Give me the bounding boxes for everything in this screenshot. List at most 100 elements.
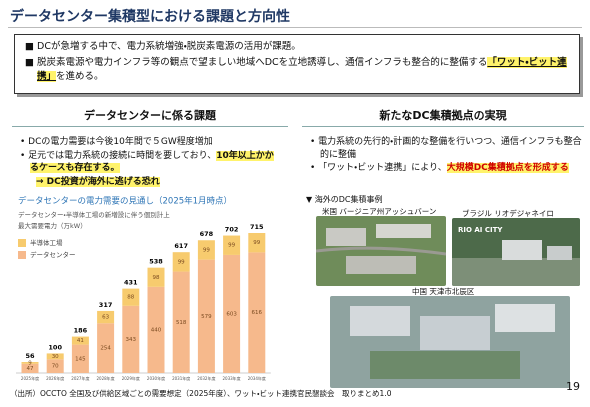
right-bullets: 電力系統の先行的・計画的な整備を行いつつ、通信インフラも整合的に整備 「ワット・… xyxy=(308,136,582,176)
building xyxy=(346,256,416,274)
text: 脱炭素電源や電力インフラ等の観点で望ましい地域へDCを立地誘導し、通信インフラも… xyxy=(37,57,488,68)
bar-segment xyxy=(172,271,190,373)
bar-segment xyxy=(223,235,241,255)
bar-segment xyxy=(21,363,39,373)
bar-segment xyxy=(197,259,215,373)
value-label: 603 xyxy=(226,311,237,317)
chart: データセンターの電力需要の見通し（2025年1月時点） データセンター・半導体工… xyxy=(16,196,271,381)
text: 「ワット・ビット連携」により、 xyxy=(318,163,447,173)
total-label: 56 xyxy=(25,352,35,360)
slide-title: データセンター集積型における課題と方向性 xyxy=(10,9,290,25)
x-tick-label: 2027年度 xyxy=(71,375,89,381)
value-label: 41 xyxy=(77,338,84,344)
legend-label: 半導体工場 xyxy=(30,238,63,247)
bar-segment xyxy=(97,310,115,324)
road xyxy=(316,246,446,256)
text: 足元では電力系統の接続に時間を要しており、 xyxy=(28,150,217,161)
photo-rio: RIO AI CITY xyxy=(452,218,580,286)
total-label: 678 xyxy=(200,230,214,238)
building xyxy=(376,224,431,238)
summary-bullet: 脱炭素電源や電力インフラ等の観点で望ましい地域へDCを立地誘導し、通信インフラも… xyxy=(37,56,569,84)
total-label: 702 xyxy=(225,226,239,234)
x-tick-label: 2030年度 xyxy=(147,375,165,381)
bar-segment xyxy=(122,305,140,373)
bar-segment xyxy=(147,286,165,373)
building xyxy=(326,228,366,246)
x-tick-label: 2026年度 xyxy=(46,375,64,381)
photo-tianjin xyxy=(330,296,570,388)
ground xyxy=(452,258,580,286)
value-label: 579 xyxy=(201,314,212,320)
value-label: 518 xyxy=(176,320,187,326)
examples-title: ▼ 海外のDC集積事例 xyxy=(306,195,383,204)
value-label: 254 xyxy=(100,346,111,352)
x-tick-label: 2033年度 xyxy=(223,375,241,381)
total-label: 538 xyxy=(149,258,163,266)
legend-swatch xyxy=(18,239,26,247)
bar-segment xyxy=(147,267,165,287)
bullet: 電力系統の先行的・計画的な整備を行いつつ、通信インフラも整合的に整備 xyxy=(318,136,582,161)
text: を進める。 xyxy=(56,71,104,82)
bar-segment xyxy=(71,344,89,373)
value-label: 616 xyxy=(252,310,263,316)
text: DCが急増する中で、電力系統増強・脱炭素電源の活用が課題。 xyxy=(37,41,301,52)
summary-box: DCが急増する中で、電力系統増強・脱炭素電源の活用が課題。 脱炭素電源や電力イン… xyxy=(14,34,580,94)
text: DCの電力需要は今後10年間で５GW程度増加 xyxy=(28,137,213,147)
highlight: 大規模DC集積拠点を形成する xyxy=(446,163,569,173)
bar-segment xyxy=(248,233,266,253)
title-rule xyxy=(8,27,582,28)
left-heading: データセンターに係る課題 xyxy=(12,107,288,127)
value-label: 343 xyxy=(126,337,137,343)
building xyxy=(495,304,555,332)
total-label: 715 xyxy=(250,223,264,231)
value-label: 99 xyxy=(203,247,210,253)
right-heading: 新たなDC集積拠点の実現 xyxy=(302,107,584,127)
value-label: 70 xyxy=(52,364,59,370)
bar-segment xyxy=(71,336,89,345)
left-bullets: DCの電力需要は今後10年間で５GW程度増加 足元では電力系統の接続に時間を要し… xyxy=(18,136,280,188)
bar-segment xyxy=(197,240,215,260)
photo-ashburn xyxy=(316,216,446,286)
value-label: 99 xyxy=(228,243,235,249)
bar-segment xyxy=(46,359,64,373)
value-label: 440 xyxy=(151,327,162,333)
legend-swatch xyxy=(18,251,26,259)
photo-sign: RIO AI CITY xyxy=(458,226,503,234)
building xyxy=(350,306,410,336)
page-number: 19 xyxy=(566,380,580,393)
bullet: 足元では電力系統の接続に時間を要しており、10年以上かかるケースも存在する。 xyxy=(28,150,280,175)
value-label: 63 xyxy=(102,315,109,321)
bar-segment xyxy=(97,323,115,373)
arrow-note-row: → DC投資が海外に逃げる恐れ xyxy=(36,176,280,189)
bullet: DCの電力需要は今後10年間で５GW程度増加 xyxy=(28,136,280,149)
building xyxy=(502,240,542,260)
bar-segment xyxy=(21,362,39,364)
bar-segment xyxy=(122,288,140,306)
legend-label: データセンター xyxy=(30,250,76,259)
x-tick-label: 2034年度 xyxy=(248,375,266,381)
x-tick-label: 2029年度 xyxy=(122,375,140,381)
value-label: 99 xyxy=(253,240,260,246)
total-label: 431 xyxy=(124,279,138,287)
source-note: （出所）OCCTO 全国及び供給区域ごとの需要想定（2025年度）、ワット・ビッ… xyxy=(10,389,392,398)
total-label: 317 xyxy=(99,301,113,309)
building xyxy=(420,316,490,350)
value-label: 9 xyxy=(28,360,32,366)
value-label: 98 xyxy=(153,275,160,281)
photo-caption: 米国 バージニア州アッシュバーン xyxy=(322,207,437,216)
park xyxy=(370,351,520,379)
total-label: 186 xyxy=(74,327,88,335)
x-tick-label: 2032年度 xyxy=(197,375,215,381)
bar-segment xyxy=(46,353,64,360)
x-tick-label: 2028年度 xyxy=(97,375,115,381)
value-label: 145 xyxy=(75,356,86,362)
chart-subtitle: データセンター・半導体工場の新増設に伴う個別計上 xyxy=(18,210,170,219)
x-tick-label: 2031年度 xyxy=(172,375,190,381)
building xyxy=(547,246,572,260)
arrow-note: → DC投資が海外に逃げる恐れ xyxy=(36,176,160,187)
bar-segment xyxy=(172,252,190,272)
text: 電力系統の先行的・計画的な整備を行いつつ、通信インフラも整合的に整備 xyxy=(318,137,582,160)
value-label: 47 xyxy=(27,366,34,372)
